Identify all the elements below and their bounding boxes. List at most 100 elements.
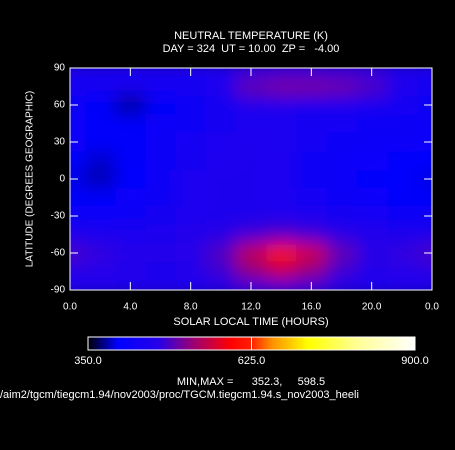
colorbar-step — [292, 337, 295, 350]
heat-cell — [85, 151, 116, 171]
chart-title: NEUTRAL TEMPERATURE (K) — [174, 30, 328, 42]
colorbar-step — [196, 337, 199, 350]
colorbar-step — [104, 337, 107, 350]
x-tick-label: 0.0 — [63, 302, 77, 313]
x-tick-label: 0.0 — [425, 302, 439, 313]
colorbar-tick-label: 900.0 — [401, 355, 429, 367]
heat-cell — [85, 188, 116, 208]
heat-cell — [356, 95, 388, 115]
colorbar-step — [165, 337, 169, 350]
colorbar-step — [253, 337, 256, 350]
heat-cell — [115, 243, 146, 263]
heat-cell — [70, 225, 86, 245]
colorbar-step — [306, 337, 310, 350]
heat-cell — [386, 114, 418, 134]
heat-cell — [356, 188, 388, 208]
heat-cell — [386, 243, 418, 263]
colorbar-step — [396, 337, 400, 350]
heat-cell — [235, 225, 267, 245]
colorbar-step — [126, 337, 130, 350]
colorbar-step — [106, 337, 109, 350]
heat-cell — [386, 132, 418, 152]
colorbar-step — [233, 337, 236, 350]
heat-cell — [386, 225, 418, 245]
colorbar-step — [370, 337, 373, 350]
colorbar-step — [386, 337, 389, 350]
heat-cell — [266, 262, 297, 282]
colorbar-step — [353, 337, 357, 350]
heat-cell — [326, 114, 358, 134]
colorbar-step — [226, 337, 230, 350]
colorbar-step — [90, 337, 93, 350]
colorbar-step — [177, 337, 181, 350]
heat-cell — [266, 188, 297, 208]
colorbar-step — [378, 337, 381, 350]
y-tick-label: 0 — [59, 174, 65, 185]
heat-cell — [175, 151, 207, 171]
heat-cell — [266, 225, 297, 245]
colorbar-step — [255, 337, 259, 350]
colorbar-step — [341, 337, 344, 350]
colorbar-step — [110, 337, 113, 350]
heat-cell — [356, 169, 388, 189]
colorbar-step — [335, 337, 338, 350]
colorbar-step — [149, 337, 152, 350]
heat-cell — [115, 188, 146, 208]
heat-cell — [70, 151, 86, 171]
colorbar-step — [214, 337, 218, 350]
heat-cell — [266, 169, 297, 189]
heat-cell — [70, 188, 86, 208]
y-tick-label: 30 — [54, 137, 66, 148]
heat-cell — [70, 68, 86, 78]
heat-cell — [386, 68, 418, 78]
colorbar-step — [112, 337, 115, 350]
heat-cell — [115, 151, 146, 171]
colorbar-step — [276, 337, 279, 350]
colorbar-step — [188, 337, 191, 350]
colorbar-step — [323, 337, 326, 350]
colorbar-step — [359, 337, 363, 350]
heat-cell — [326, 132, 358, 152]
colorbar-step — [312, 337, 316, 350]
heat-cell — [356, 77, 388, 97]
heat-cell — [296, 95, 327, 115]
colorbar-step — [282, 337, 285, 350]
colorbar-step — [296, 337, 299, 350]
colorbar-step — [374, 337, 377, 350]
colorbar-step — [239, 337, 242, 350]
colorbar-step — [333, 337, 336, 350]
colorbar-step — [206, 337, 209, 350]
colorbar-step — [208, 337, 212, 350]
colorbar-step — [108, 337, 111, 350]
colorbar-step — [388, 337, 391, 350]
colorbar-step — [145, 337, 148, 350]
heat-cell — [145, 95, 177, 115]
colorbar-step — [361, 337, 365, 350]
colorbar-step — [224, 337, 228, 350]
heat-cell — [296, 243, 327, 263]
colorbar-step — [155, 337, 158, 350]
heat-cell — [296, 206, 327, 226]
heat-cell — [85, 206, 116, 226]
x-axis-label: SOLAR LOCAL TIME (HOURS) — [173, 316, 328, 328]
colorbar-step — [394, 337, 398, 350]
colorbar-step — [92, 337, 95, 350]
colorbar-step — [327, 337, 330, 350]
x-tick-label: 8.0 — [184, 302, 198, 313]
chart-subtitle: DAY = 324 UT = 10.00 ZP = -4.00 — [163, 43, 340, 55]
colorbar-step — [118, 337, 122, 350]
heat-cell — [326, 188, 358, 208]
colorbar-step — [137, 337, 140, 350]
heat-cell — [85, 243, 116, 263]
colorbar-step — [139, 337, 142, 350]
colorbar-step — [157, 337, 160, 350]
colorbar-step — [179, 337, 183, 350]
heat-cell — [416, 114, 432, 134]
colorbar-step — [365, 337, 369, 350]
colorbar-step — [102, 337, 105, 350]
colorbar-step — [400, 337, 404, 350]
heat-cell — [70, 114, 86, 134]
colorbar-step — [408, 337, 412, 350]
colorbar-step — [273, 337, 277, 350]
